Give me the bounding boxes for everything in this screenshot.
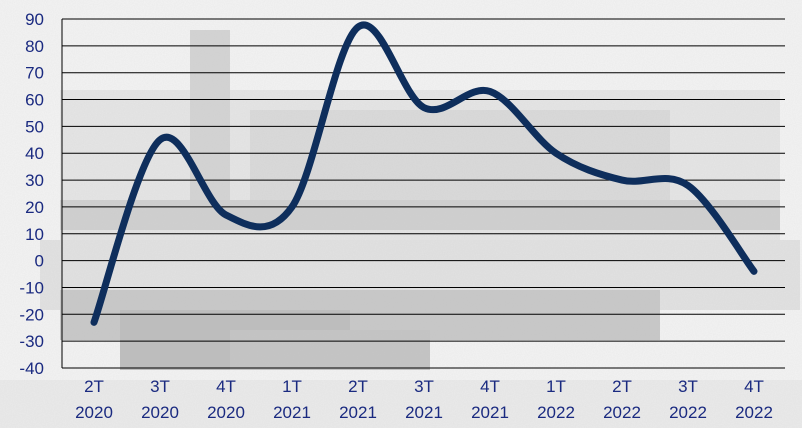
x-tick-label-year: 2020 xyxy=(207,403,245,422)
x-tick-label-year: 2022 xyxy=(603,403,641,422)
y-tick-label: 40 xyxy=(25,144,44,163)
x-tick-label-quarter: 2T xyxy=(612,377,632,396)
x-tick-label-year: 2022 xyxy=(735,403,773,422)
y-axis: 90 80 70 60 50 40 30 20 10 0 -10 -20 -30 -40 xyxy=(19,10,785,378)
y-tick-label: 80 xyxy=(25,37,44,56)
x-tick-label-year: 2021 xyxy=(471,403,509,422)
x-tick-label-quarter: 1T xyxy=(282,377,302,396)
y-tick-label: -10 xyxy=(19,278,44,297)
series-group xyxy=(90,21,758,326)
y-tick-label: 20 xyxy=(25,198,44,217)
x-tick-label-quarter: 2T xyxy=(348,377,368,396)
y-tick-label: 0 xyxy=(35,252,44,271)
x-tick-label-quarter: 2T xyxy=(84,377,104,396)
x-axis: 2T 2020 3T 2020 4T 2020 1T 2021 2T 2021 3T 2021 4T 20… xyxy=(75,377,773,422)
x-tick-label-year: 2021 xyxy=(339,403,377,422)
series-line xyxy=(90,21,758,326)
x-tick-label-quarter: 4T xyxy=(480,377,500,396)
x-tick-label-year: 2022 xyxy=(669,403,707,422)
x-tick-label-quarter: 3T xyxy=(150,377,170,396)
x-tick-label-quarter: 3T xyxy=(414,377,434,396)
x-tick-label-quarter: 1T xyxy=(546,377,566,396)
x-tick-label-year: 2021 xyxy=(273,403,311,422)
y-tick-label: 60 xyxy=(25,91,44,110)
x-tick-label-year: 2021 xyxy=(405,403,443,422)
grid-lines xyxy=(62,18,785,369)
x-tick-label-year: 2022 xyxy=(537,403,575,422)
y-tick-label: 30 xyxy=(25,171,44,190)
x-tick-label-year: 2020 xyxy=(75,403,113,422)
y-tick-label: -30 xyxy=(19,332,44,351)
y-tick-label: 90 xyxy=(25,10,44,29)
x-tick-label-year: 2020 xyxy=(141,403,179,422)
x-tick-label-quarter: 3T xyxy=(678,377,698,396)
y-tick-label: -20 xyxy=(19,305,44,324)
y-tick-label: -40 xyxy=(19,359,44,378)
x-tick-label-quarter: 4T xyxy=(216,377,236,396)
y-tick-label: 70 xyxy=(25,64,44,83)
y-tick-label: 50 xyxy=(25,117,44,136)
y-tick-label: 10 xyxy=(25,225,44,244)
x-tick-label-quarter: 4T xyxy=(744,377,764,396)
